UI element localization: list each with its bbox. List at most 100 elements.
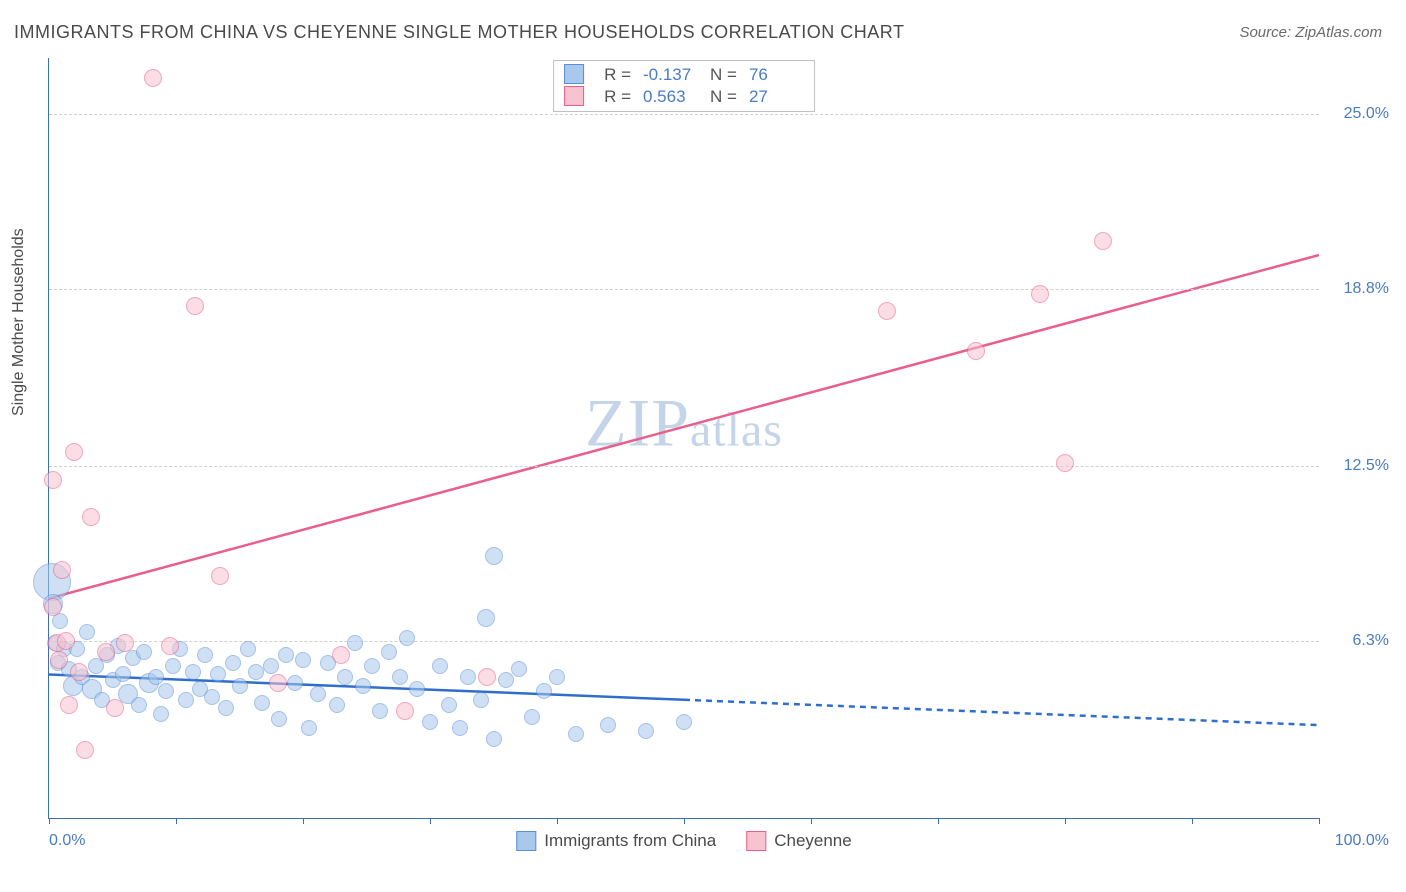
legend-n-value: 27: [749, 87, 804, 107]
data-point-cheyenne: [332, 646, 350, 664]
data-point-china: [524, 709, 540, 725]
legend-r-value: -0.137: [643, 65, 698, 85]
data-point-china: [254, 695, 270, 711]
gridline: [49, 641, 1319, 642]
data-point-cheyenne: [82, 508, 100, 526]
legend-n-value: 76: [749, 65, 804, 85]
data-point-cheyenne: [57, 632, 75, 650]
data-point-cheyenne: [116, 634, 134, 652]
legend-r-value: 0.563: [643, 87, 698, 107]
x-tick-mark: [303, 818, 304, 824]
series-legend: Immigrants from China Cheyenne: [516, 831, 851, 852]
data-point-china: [263, 658, 279, 674]
legend-r-label: R =: [604, 65, 631, 85]
legend-swatch: [516, 831, 536, 851]
data-point-china: [399, 630, 415, 646]
source-label: Source: ZipAtlas.com: [1239, 24, 1382, 41]
y-tick-label: 18.8%: [1329, 280, 1389, 298]
legend-swatch: [746, 831, 766, 851]
correlation-legend: R = -0.137 N = 76R = 0.563 N = 27: [553, 60, 815, 112]
x-tick-mark: [1319, 818, 1320, 824]
data-point-china: [295, 652, 311, 668]
y-tick-label: 6.3%: [1329, 632, 1389, 650]
data-point-china: [473, 692, 489, 708]
data-point-cheyenne: [44, 471, 62, 489]
data-point-china: [278, 647, 294, 663]
regression-line-cheyenne: [49, 255, 1319, 598]
data-point-cheyenne: [186, 297, 204, 315]
data-point-china: [218, 700, 234, 716]
data-point-china: [185, 664, 201, 680]
x-tick-mark: [1192, 818, 1193, 824]
plot-area: ZIPatlas R =-0.137N =76R =0.563N =27 0.0…: [48, 58, 1319, 819]
data-point-china: [676, 714, 692, 730]
data-point-china: [372, 703, 388, 719]
data-point-china: [337, 669, 353, 685]
data-point-china: [638, 723, 654, 739]
data-point-china: [158, 683, 174, 699]
data-point-china: [240, 641, 256, 657]
data-point-cheyenne: [76, 741, 94, 759]
data-point-cheyenne: [1056, 454, 1074, 472]
data-point-china: [392, 669, 408, 685]
data-point-china: [136, 644, 152, 660]
data-point-china: [549, 669, 565, 685]
x-tick-min: 0.0%: [49, 832, 85, 850]
series-legend-label: Immigrants from China: [544, 831, 716, 850]
data-point-china: [153, 706, 169, 722]
series-legend-item-china: Immigrants from China: [516, 831, 716, 852]
data-point-china: [232, 678, 248, 694]
data-point-china: [178, 692, 194, 708]
data-point-china: [432, 658, 448, 674]
x-tick-mark: [49, 818, 50, 824]
data-point-china: [225, 655, 241, 671]
data-point-cheyenne: [1094, 232, 1112, 250]
data-point-china: [148, 669, 164, 685]
x-tick-max: 100.0%: [1335, 832, 1389, 850]
data-point-cheyenne: [967, 342, 985, 360]
data-point-cheyenne: [211, 567, 229, 585]
y-axis-label: Single Mother Households: [10, 228, 28, 416]
legend-row-cheyenne: R =0.563N =27: [564, 86, 804, 108]
data-point-cheyenne: [396, 702, 414, 720]
data-point-cheyenne: [65, 443, 83, 461]
x-tick-mark: [557, 818, 558, 824]
series-legend-label: Cheyenne: [774, 831, 852, 850]
data-point-cheyenne: [70, 663, 88, 681]
data-point-china: [287, 675, 303, 691]
x-tick-mark: [176, 818, 177, 824]
data-point-china: [165, 658, 181, 674]
x-tick-mark: [430, 818, 431, 824]
legend-n-label: N =: [710, 87, 737, 107]
data-point-china: [568, 726, 584, 742]
data-point-china: [381, 644, 397, 660]
chart-title: IMMIGRANTS FROM CHINA VS CHEYENNE SINGLE…: [14, 22, 904, 43]
data-point-china: [364, 658, 380, 674]
series-legend-item-cheyenne: Cheyenne: [746, 831, 852, 852]
data-point-china: [511, 661, 527, 677]
legend-row-china: R = -0.137 N = 76: [564, 64, 804, 86]
data-point-china: [441, 697, 457, 713]
data-point-china: [248, 664, 264, 680]
gridline: [49, 289, 1319, 290]
legend-n-label: N =: [710, 65, 737, 85]
data-point-cheyenne: [97, 643, 115, 661]
data-point-china: [486, 731, 502, 747]
data-point-cheyenne: [60, 696, 78, 714]
x-tick-mark: [811, 818, 812, 824]
y-tick-label: 25.0%: [1329, 105, 1389, 123]
x-tick-mark: [938, 818, 939, 824]
data-point-cheyenne: [269, 674, 287, 692]
legend-swatch: [564, 64, 584, 84]
data-point-china: [197, 647, 213, 663]
data-point-china: [460, 669, 476, 685]
data-point-china: [485, 547, 503, 565]
data-point-cheyenne: [144, 69, 162, 87]
data-point-china: [355, 678, 371, 694]
data-point-china: [409, 681, 425, 697]
x-tick-mark: [684, 818, 685, 824]
y-tick-label: 12.5%: [1329, 457, 1389, 475]
data-point-cheyenne: [50, 651, 68, 669]
data-point-china: [131, 697, 147, 713]
data-point-china: [347, 635, 363, 651]
